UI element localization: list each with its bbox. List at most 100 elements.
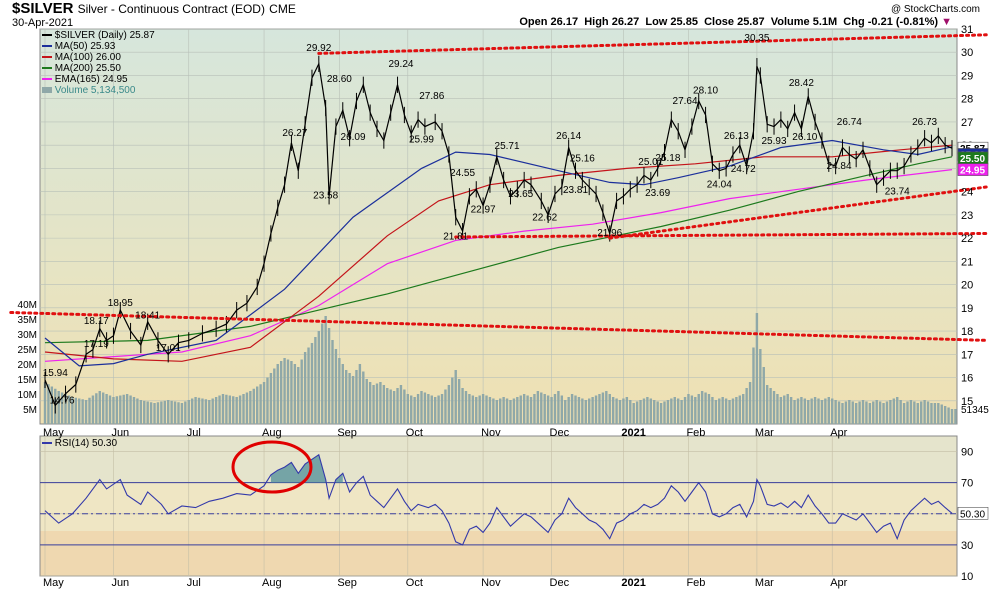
volume-bar: [307, 347, 310, 424]
volume-axis-label: 40M: [18, 300, 37, 311]
volume-bar: [926, 401, 930, 424]
volume-bar: [841, 403, 844, 424]
volume-bar: [351, 376, 355, 424]
volume-bar: [947, 407, 950, 424]
volume-bar: [485, 395, 488, 424]
volume-bar: [348, 373, 351, 424]
volume-bar: [74, 397, 78, 424]
volume-bar: [834, 400, 837, 424]
volume-bar: [608, 394, 611, 424]
volume-bar: [663, 401, 666, 424]
volume-bar: [423, 392, 427, 424]
volume-bar: [902, 403, 906, 424]
volume-bar: [262, 382, 266, 424]
volume-bar: [861, 400, 865, 424]
volume-bar: [317, 331, 321, 424]
volume-bar: [194, 397, 197, 424]
volume-bar: [125, 394, 129, 424]
volume-bar: [516, 397, 519, 424]
volume-bar: [533, 394, 536, 424]
volume-bar: [875, 400, 878, 424]
volume-axis-label: 30M: [18, 330, 37, 341]
volume-bar: [478, 395, 481, 424]
volume-bar: [783, 395, 786, 424]
volume-bar: [416, 394, 420, 424]
volume-bar: [91, 395, 95, 424]
volume-bar: [519, 395, 522, 424]
rsi-x-tick-label: Apr: [830, 577, 847, 589]
volume-bar: [297, 367, 300, 424]
price-annotation: 15.94: [43, 368, 68, 379]
credit-text: @ StockCharts.com: [890, 4, 980, 15]
volume-bar: [738, 395, 741, 424]
volume-bar: [721, 397, 724, 424]
volume-bar: [57, 391, 60, 424]
volume-bar: [211, 398, 214, 424]
rsi-flag-box: [957, 507, 989, 520]
volume-axis-label: 5M: [23, 405, 37, 416]
price-x-tick-label: Nov: [481, 427, 501, 439]
volume-bar: [163, 400, 166, 424]
volume-bar: [420, 391, 423, 424]
price-annotation: 23.69: [645, 188, 670, 199]
rsi-legend-label: RSI(14) 50.30: [54, 438, 118, 449]
volume-bar: [362, 371, 365, 424]
volume-bar: [670, 398, 673, 424]
volume-bar: [817, 398, 820, 424]
volume-bar: [238, 395, 242, 424]
volume-bar: [577, 397, 581, 424]
volume-bar: [659, 403, 663, 424]
volume-bar: [848, 400, 851, 424]
volume-bar: [865, 401, 868, 424]
volume-bar: [406, 394, 409, 424]
volume-bar: [303, 352, 307, 424]
rsi-overbought-circle: [231, 440, 313, 494]
volume-bar: [132, 397, 136, 424]
volume-bar: [772, 391, 776, 424]
volume-bar: [899, 400, 902, 424]
volume-bar: [279, 361, 283, 424]
volume-bar: [831, 398, 834, 424]
ma50-legend-swatch: [42, 45, 52, 48]
volume-bar: [208, 400, 211, 424]
volume-bar: [656, 401, 659, 424]
volume-bar: [252, 388, 255, 424]
volume-bar: [457, 379, 461, 424]
volume-bar: [365, 379, 368, 424]
volume-bar: [632, 403, 635, 424]
volume-bar: [885, 401, 889, 424]
volume-bar: [413, 397, 416, 424]
volume-value: Volume 5.1M: [770, 16, 838, 28]
volume-bar: [437, 395, 440, 424]
volume-bar: [293, 364, 297, 424]
open-value: Open 26.17: [519, 16, 579, 28]
down-triangle-icon: ▼: [941, 16, 952, 28]
volume-bar: [149, 402, 153, 424]
legend-ema165: EMA(165) 24.95: [54, 74, 128, 85]
volume-bar: [464, 391, 468, 424]
rsi-x-tick-label: Nov: [481, 577, 501, 589]
volume-bar: [690, 395, 694, 424]
volume-bar: [321, 323, 324, 424]
volume-bar: [724, 398, 728, 424]
ema165-line: [44, 169, 953, 362]
volume-bar: [543, 394, 546, 424]
price-annotation: 18.17: [84, 316, 109, 327]
price-annotation: 18.41: [135, 311, 160, 322]
price-y-tick-label: 17: [961, 349, 973, 361]
rsi-overbought-fill: [270, 454, 326, 483]
volume-bar: [673, 397, 676, 424]
volume-bar: [807, 400, 810, 424]
volume-last-label: 51345: [961, 405, 989, 416]
axis-flag-label: 24.95: [960, 166, 985, 177]
low-value: Low 25.85: [645, 16, 698, 28]
volume-bar: [60, 392, 64, 424]
volume-bar: [396, 388, 399, 424]
volume-bar: [47, 384, 50, 424]
rsi-overbought-fill: [335, 473, 343, 483]
price-legend: $SILVER (Daily) 25.87 MA(50) 25.93 MA(10…: [42, 30, 155, 96]
volume-bar: [550, 397, 553, 424]
volume-bar: [242, 394, 245, 424]
volume-bar: [276, 364, 279, 424]
